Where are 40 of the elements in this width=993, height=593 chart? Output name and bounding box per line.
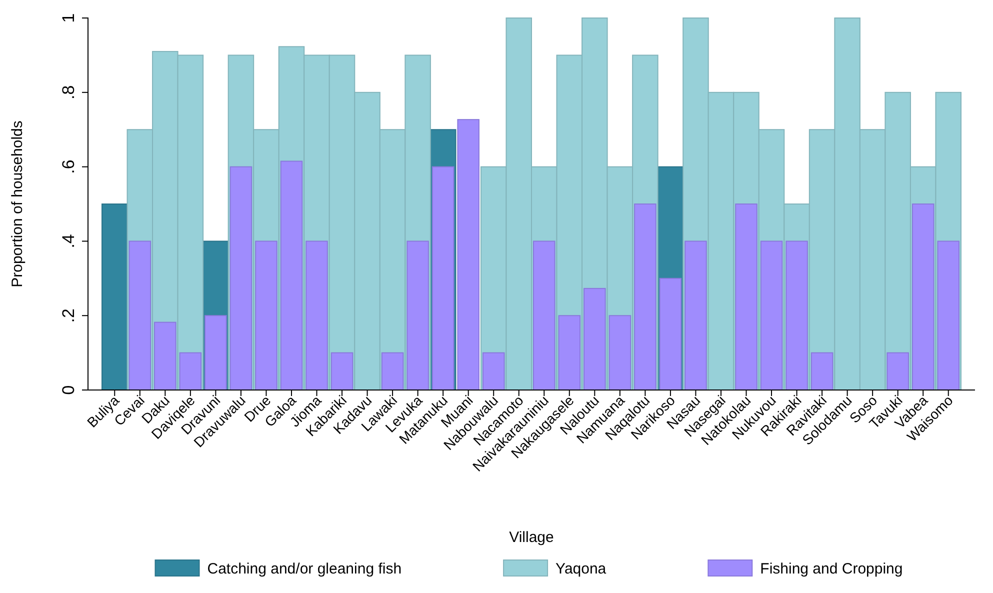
bar <box>558 315 581 390</box>
bar <box>912 204 934 390</box>
y-tick-label: .8 <box>59 85 78 100</box>
x-axis-title: Village <box>509 529 554 546</box>
y-tick-label: .4 <box>59 234 78 248</box>
bar <box>230 166 252 390</box>
bar <box>760 240 783 390</box>
y-tick-label: 0 <box>59 385 78 395</box>
bar <box>608 315 632 390</box>
bar <box>786 240 808 390</box>
bar <box>330 352 354 390</box>
y-tick-label: .2 <box>59 308 78 323</box>
bar <box>306 240 328 390</box>
bar <box>406 240 429 390</box>
bar <box>937 240 960 390</box>
bar <box>482 352 505 390</box>
bar <box>886 352 909 390</box>
bar <box>457 119 480 390</box>
bar <box>533 240 556 390</box>
bar <box>179 352 202 390</box>
bar <box>381 352 404 390</box>
bar <box>634 204 656 390</box>
bar <box>280 160 303 390</box>
legend-label: Catching and/or gleaning fish <box>207 560 402 578</box>
bar <box>659 278 682 390</box>
legend-label: Yaqona <box>556 560 607 578</box>
bar <box>128 240 152 390</box>
legend-label: Fishing and Cropping <box>760 560 903 578</box>
y-tick-label: 1 <box>59 13 78 23</box>
bar <box>255 240 278 390</box>
bar <box>735 204 758 390</box>
bar <box>102 204 128 390</box>
bar <box>432 166 454 390</box>
bar <box>154 322 176 390</box>
bar <box>684 240 707 390</box>
y-axis-title: Proportion of households <box>9 120 26 288</box>
bar <box>810 352 834 390</box>
bar <box>204 315 227 390</box>
bar <box>584 288 606 390</box>
y-tick-label: .6 <box>59 160 78 174</box>
